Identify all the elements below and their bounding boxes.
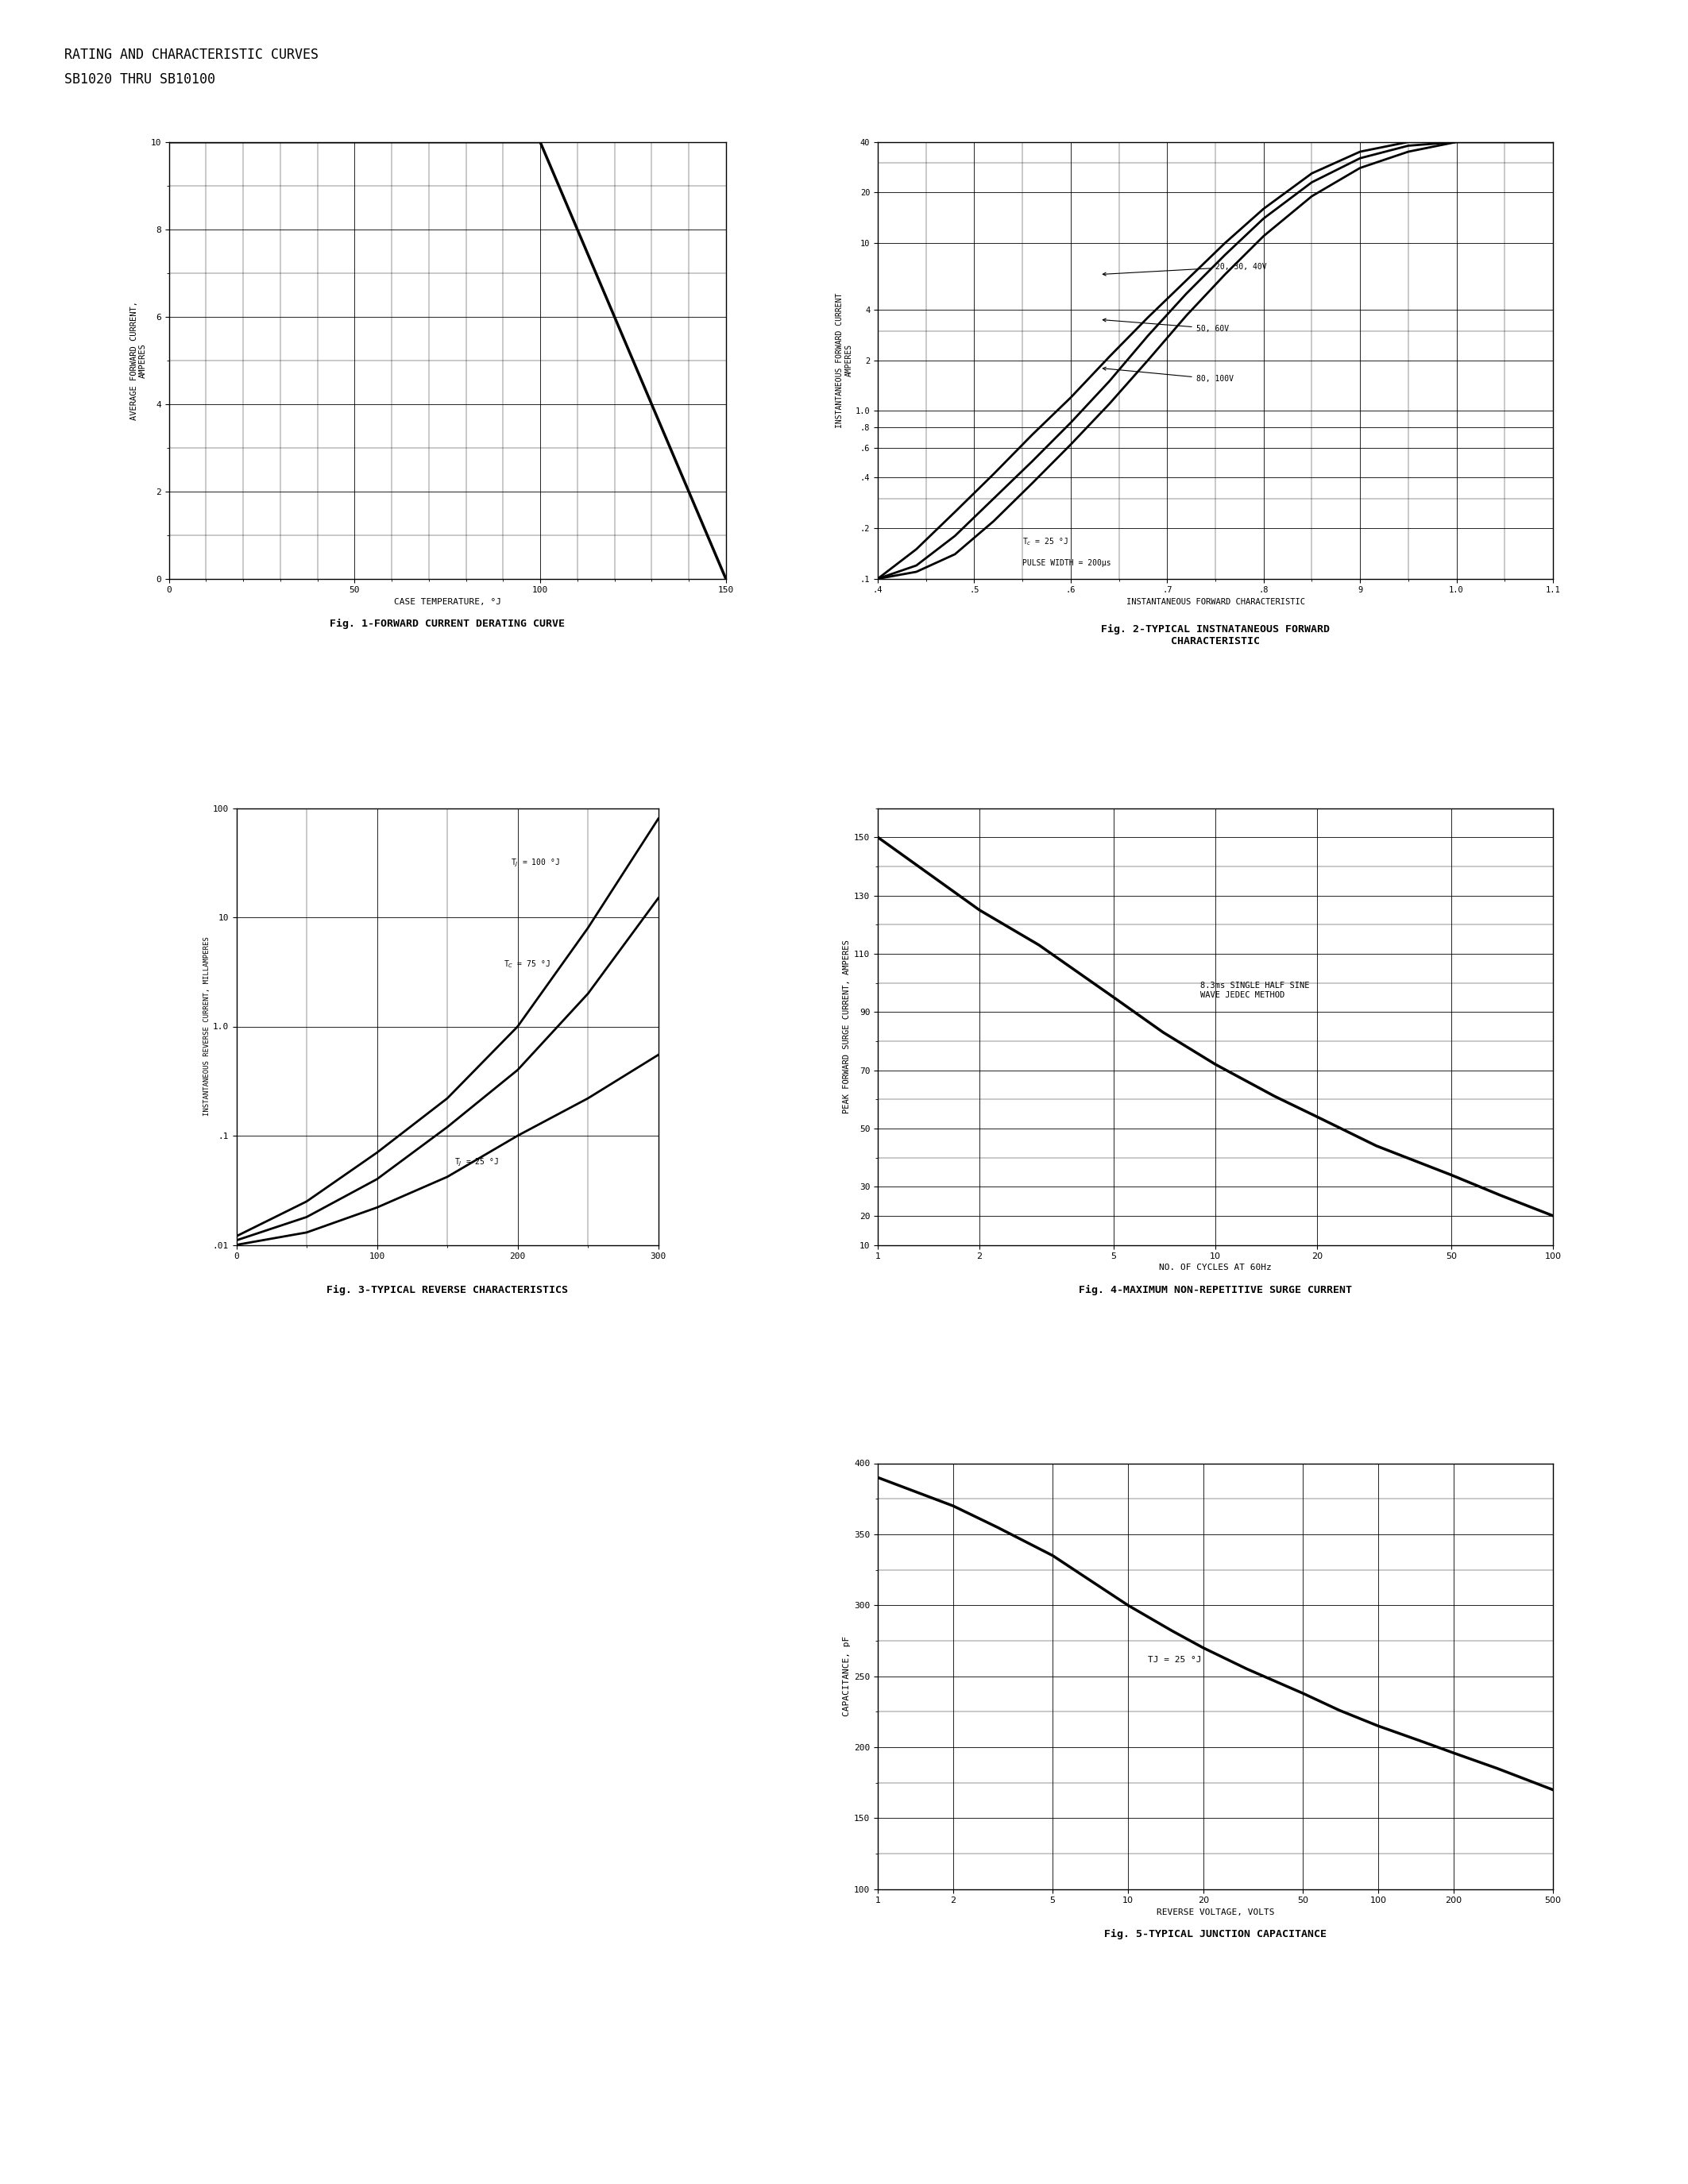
Text: T$_J$ = 100 °J: T$_J$ = 100 °J [510, 858, 560, 869]
Text: Fig. 2-TYPICAL INSTNATANEOUS FORWARD
CHARACTERISTIC: Fig. 2-TYPICAL INSTNATANEOUS FORWARD CHA… [1101, 625, 1330, 646]
Text: Fig. 4-MAXIMUM NON-REPETITIVE SURGE CURRENT: Fig. 4-MAXIMUM NON-REPETITIVE SURGE CURR… [1079, 1284, 1352, 1295]
Text: T$_C$ = 75 °J: T$_C$ = 75 °J [503, 959, 550, 970]
Y-axis label: AVERAGE FORWARD CURRENT,
AMPERES: AVERAGE FORWARD CURRENT, AMPERES [130, 301, 147, 419]
Text: TJ = 25 °J: TJ = 25 °J [1148, 1655, 1202, 1664]
Text: PULSE WIDTH = 200μs: PULSE WIDTH = 200μs [1023, 559, 1111, 568]
X-axis label: CASE TEMPERATURE, °J: CASE TEMPERATURE, °J [393, 598, 501, 605]
X-axis label: REVERSE VOLTAGE, VOLTS: REVERSE VOLTAGE, VOLTS [1156, 1909, 1274, 1915]
Y-axis label: INSTANTANEOUS REVERSE CURRENT, MILLAMPERES: INSTANTANEOUS REVERSE CURRENT, MILLAMPER… [203, 937, 211, 1116]
Text: Fig. 1-FORWARD CURRENT DERATING CURVE: Fig. 1-FORWARD CURRENT DERATING CURVE [329, 618, 565, 629]
Text: RATING AND CHARACTERISTIC CURVES: RATING AND CHARACTERISTIC CURVES [64, 48, 319, 63]
Text: Fig. 5-TYPICAL JUNCTION CAPACITANCE: Fig. 5-TYPICAL JUNCTION CAPACITANCE [1104, 1928, 1327, 1939]
X-axis label: INSTANTANEOUS FORWARD CHARACTERISTIC: INSTANTANEOUS FORWARD CHARACTERISTIC [1126, 598, 1305, 605]
Text: 50, 60V: 50, 60V [1102, 319, 1229, 332]
Text: 20, 30, 40V: 20, 30, 40V [1102, 262, 1266, 275]
Text: T$_J$ = 25 °J: T$_J$ = 25 °J [454, 1155, 498, 1168]
Y-axis label: INSTANTANEOUS FORWARD CURRENT
AMPERES: INSTANTANEOUS FORWARD CURRENT AMPERES [836, 293, 852, 428]
Text: Fig. 3-TYPICAL REVERSE CHARACTERISTICS: Fig. 3-TYPICAL REVERSE CHARACTERISTICS [326, 1284, 569, 1295]
Text: 8.3ms SINGLE HALF SINE
WAVE JEDEC METHOD: 8.3ms SINGLE HALF SINE WAVE JEDEC METHOD [1200, 983, 1310, 998]
Text: SB1020 THRU SB10100: SB1020 THRU SB10100 [64, 72, 214, 87]
Y-axis label: CAPACITANCE, pF: CAPACITANCE, pF [842, 1636, 851, 1717]
Text: 80, 100V: 80, 100V [1102, 367, 1234, 382]
X-axis label: NO. OF CYCLES AT 60Hz: NO. OF CYCLES AT 60Hz [1160, 1265, 1271, 1271]
Text: T$_c$ = 25 °J: T$_c$ = 25 °J [1023, 537, 1069, 548]
Y-axis label: PEAK FORWARD SURGE CURRENT, AMPERES: PEAK FORWARD SURGE CURRENT, AMPERES [842, 939, 851, 1114]
